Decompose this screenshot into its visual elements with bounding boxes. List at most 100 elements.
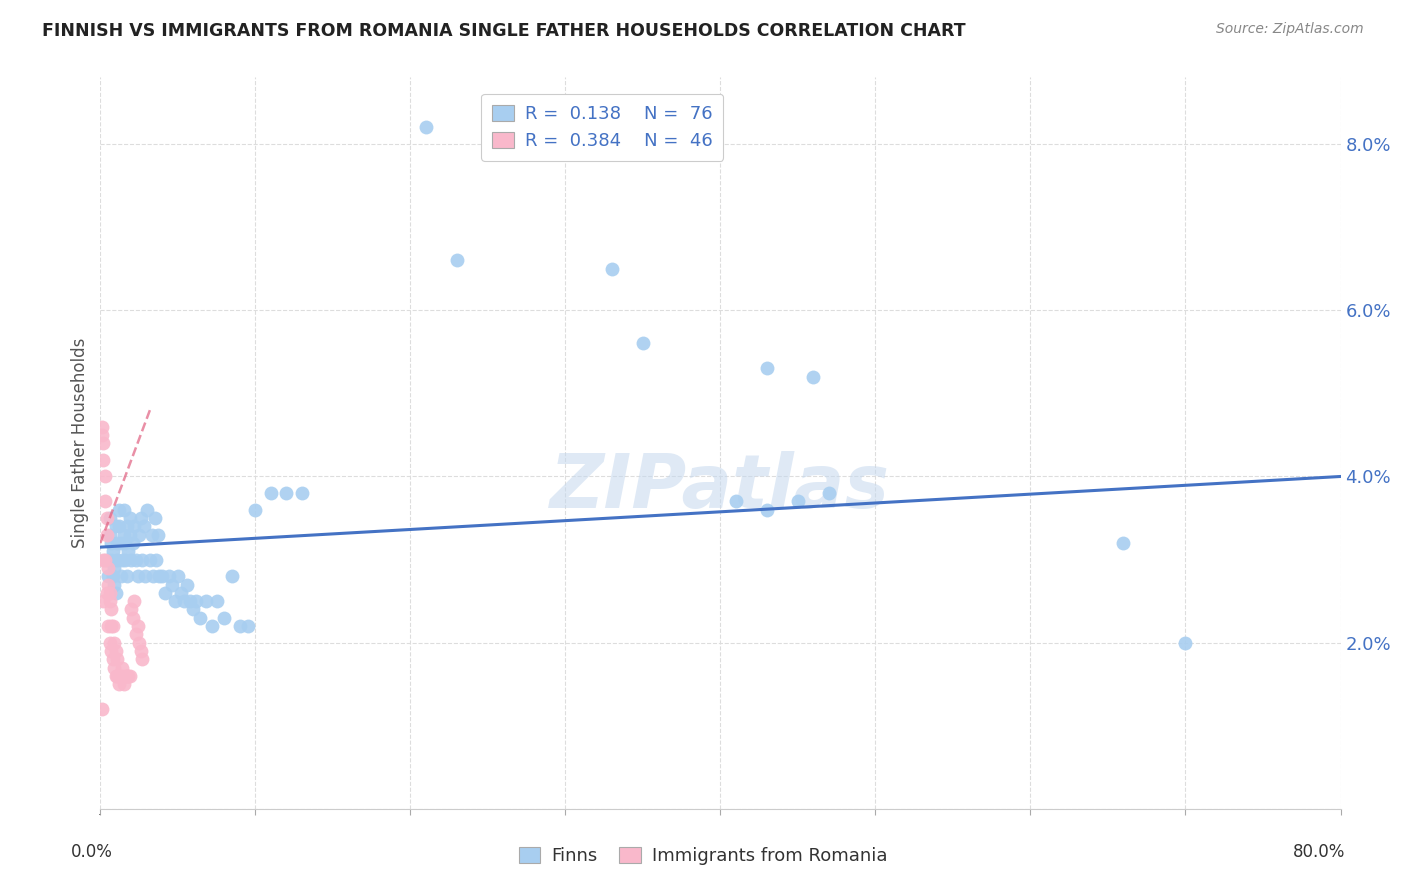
Point (118, 669, 141, 683)
Point (96, 552, 118, 566)
Point (142, 569, 165, 583)
Point (103, 561, 125, 575)
Point (112, 527, 135, 541)
Point (114, 552, 136, 566)
Point (93, 436, 115, 450)
Point (98, 527, 121, 541)
Point (179, 594, 201, 608)
Point (755, 361, 778, 376)
Point (101, 619, 124, 633)
Point (98, 586, 121, 600)
Point (96, 511, 118, 525)
Text: ZIPatlas: ZIPatlas (550, 450, 890, 524)
Point (103, 661, 125, 675)
Point (100, 552, 122, 566)
Point (114, 536, 136, 550)
Point (120, 552, 142, 566)
Point (93, 453, 115, 467)
Point (115, 569, 138, 583)
Point (97, 577, 120, 591)
Point (100, 619, 122, 633)
Point (108, 502, 131, 516)
Point (100, 536, 122, 550)
Point (755, 502, 778, 516)
Point (148, 569, 170, 583)
Point (214, 611, 236, 625)
Point (143, 511, 166, 525)
Point (112, 677, 135, 691)
Point (186, 594, 208, 608)
Text: 80.0%: 80.0% (1292, 843, 1346, 861)
Point (188, 611, 211, 625)
Point (183, 602, 205, 616)
Point (132, 519, 155, 533)
Point (1174, 636, 1197, 650)
Point (150, 569, 173, 583)
Point (173, 594, 195, 608)
Point (93, 594, 115, 608)
Point (135, 502, 157, 516)
Point (115, 669, 138, 683)
Point (600, 261, 623, 276)
Point (245, 502, 267, 516)
Point (104, 586, 127, 600)
Point (110, 536, 132, 550)
Point (98, 594, 121, 608)
Point (127, 569, 149, 583)
Legend: Finns, Immigrants from Romania: Finns, Immigrants from Romania (512, 839, 894, 872)
Point (631, 336, 654, 351)
Text: 0.0: 0.0 (98, 814, 101, 815)
Point (98, 636, 121, 650)
Point (194, 594, 217, 608)
Point (90, 702, 112, 716)
Point (101, 544, 124, 558)
Point (117, 669, 139, 683)
Point (120, 602, 142, 616)
Point (141, 527, 163, 541)
Text: 0.0%: 0.0% (70, 843, 112, 861)
Point (155, 586, 177, 600)
Point (94, 469, 117, 483)
Point (111, 661, 134, 675)
Text: FINNISH VS IMMIGRANTS FROM ROMANIA SINGLE FATHER HOUSEHOLDS CORRELATION CHART: FINNISH VS IMMIGRANTS FROM ROMANIA SINGL… (42, 22, 966, 40)
Point (104, 519, 127, 533)
Y-axis label: Single Father Households: Single Father Households (72, 338, 89, 549)
Point (94, 494, 117, 508)
Point (101, 569, 124, 583)
Point (157, 569, 180, 583)
Point (446, 253, 468, 268)
Point (110, 669, 132, 683)
Point (127, 619, 149, 633)
Point (125, 552, 148, 566)
Point (724, 494, 747, 508)
Legend: R =  0.138    N =  76, R =  0.384    N =  46: R = 0.138 N = 76, R = 0.384 N = 46 (481, 94, 723, 161)
Point (160, 577, 183, 591)
Point (134, 569, 156, 583)
Point (111, 552, 134, 566)
Point (107, 669, 129, 683)
Point (94, 552, 117, 566)
Point (229, 619, 252, 633)
Point (107, 652, 129, 666)
Point (125, 627, 148, 641)
Point (90, 428, 112, 442)
Point (100, 602, 122, 616)
Point (122, 611, 145, 625)
Point (129, 644, 152, 658)
Point (96, 527, 118, 541)
Point (103, 577, 125, 591)
Point (118, 527, 141, 541)
Point (101, 652, 124, 666)
Point (1112, 536, 1135, 550)
Point (176, 577, 198, 591)
Point (129, 511, 152, 525)
Point (97, 619, 120, 633)
Point (115, 519, 138, 533)
Point (146, 527, 169, 541)
Point (122, 536, 145, 550)
Point (818, 486, 841, 500)
Point (108, 677, 131, 691)
Point (107, 536, 129, 550)
Point (117, 544, 139, 558)
Point (104, 644, 127, 658)
